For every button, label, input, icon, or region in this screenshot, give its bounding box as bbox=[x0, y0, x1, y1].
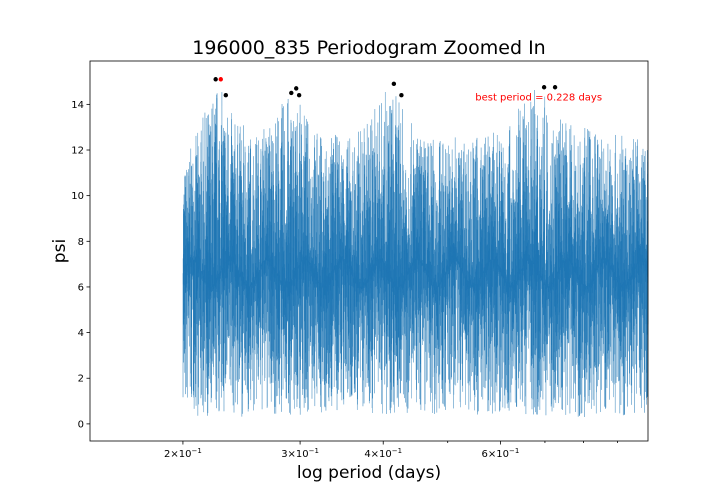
x-axis: 2×10−1 3×10−1 4×10−1 6×10−1 bbox=[164, 441, 618, 460]
peak-point bbox=[399, 93, 404, 98]
periodogram-series bbox=[182, 90, 649, 417]
peak-point bbox=[552, 85, 558, 90]
y-tick-label: 0 bbox=[78, 419, 84, 430]
y-axis-label: psi bbox=[50, 239, 70, 263]
peak-point bbox=[391, 81, 397, 87]
y-tick-label: 2 bbox=[78, 374, 84, 385]
y-axis: 0 2 4 6 8 10 12 14 bbox=[71, 100, 90, 430]
plot-frame bbox=[89, 60, 649, 442]
best-period-annotation: best period = 0.228 days bbox=[475, 93, 602, 104]
peak-point bbox=[294, 86, 299, 91]
x-tick-label: 2×10−1 bbox=[164, 447, 202, 460]
y-tick-label: 14 bbox=[71, 100, 84, 111]
x-tick-label: 4×10−1 bbox=[364, 447, 402, 460]
chart-title: 196000_835 Periodogram Zoomed In bbox=[192, 37, 545, 59]
y-tick-label: 8 bbox=[78, 237, 84, 248]
y-tick-label: 12 bbox=[71, 146, 84, 157]
peak-point bbox=[296, 93, 302, 98]
y-tick-label: 4 bbox=[78, 328, 84, 339]
peak-point bbox=[289, 90, 294, 96]
peak-markers bbox=[213, 77, 558, 98]
x-tick-label: 3×10−1 bbox=[281, 447, 319, 460]
y-tick-label: 10 bbox=[71, 191, 84, 202]
peak-point bbox=[541, 85, 547, 90]
y-tick-label: 6 bbox=[78, 282, 84, 293]
x-axis-label: log period (days) bbox=[297, 463, 441, 483]
periodogram-line bbox=[182, 90, 649, 417]
peak-point bbox=[213, 77, 218, 82]
peak-point bbox=[223, 93, 229, 98]
x-tick-label: 6×10−1 bbox=[481, 447, 519, 460]
peak-point bbox=[218, 77, 223, 82]
